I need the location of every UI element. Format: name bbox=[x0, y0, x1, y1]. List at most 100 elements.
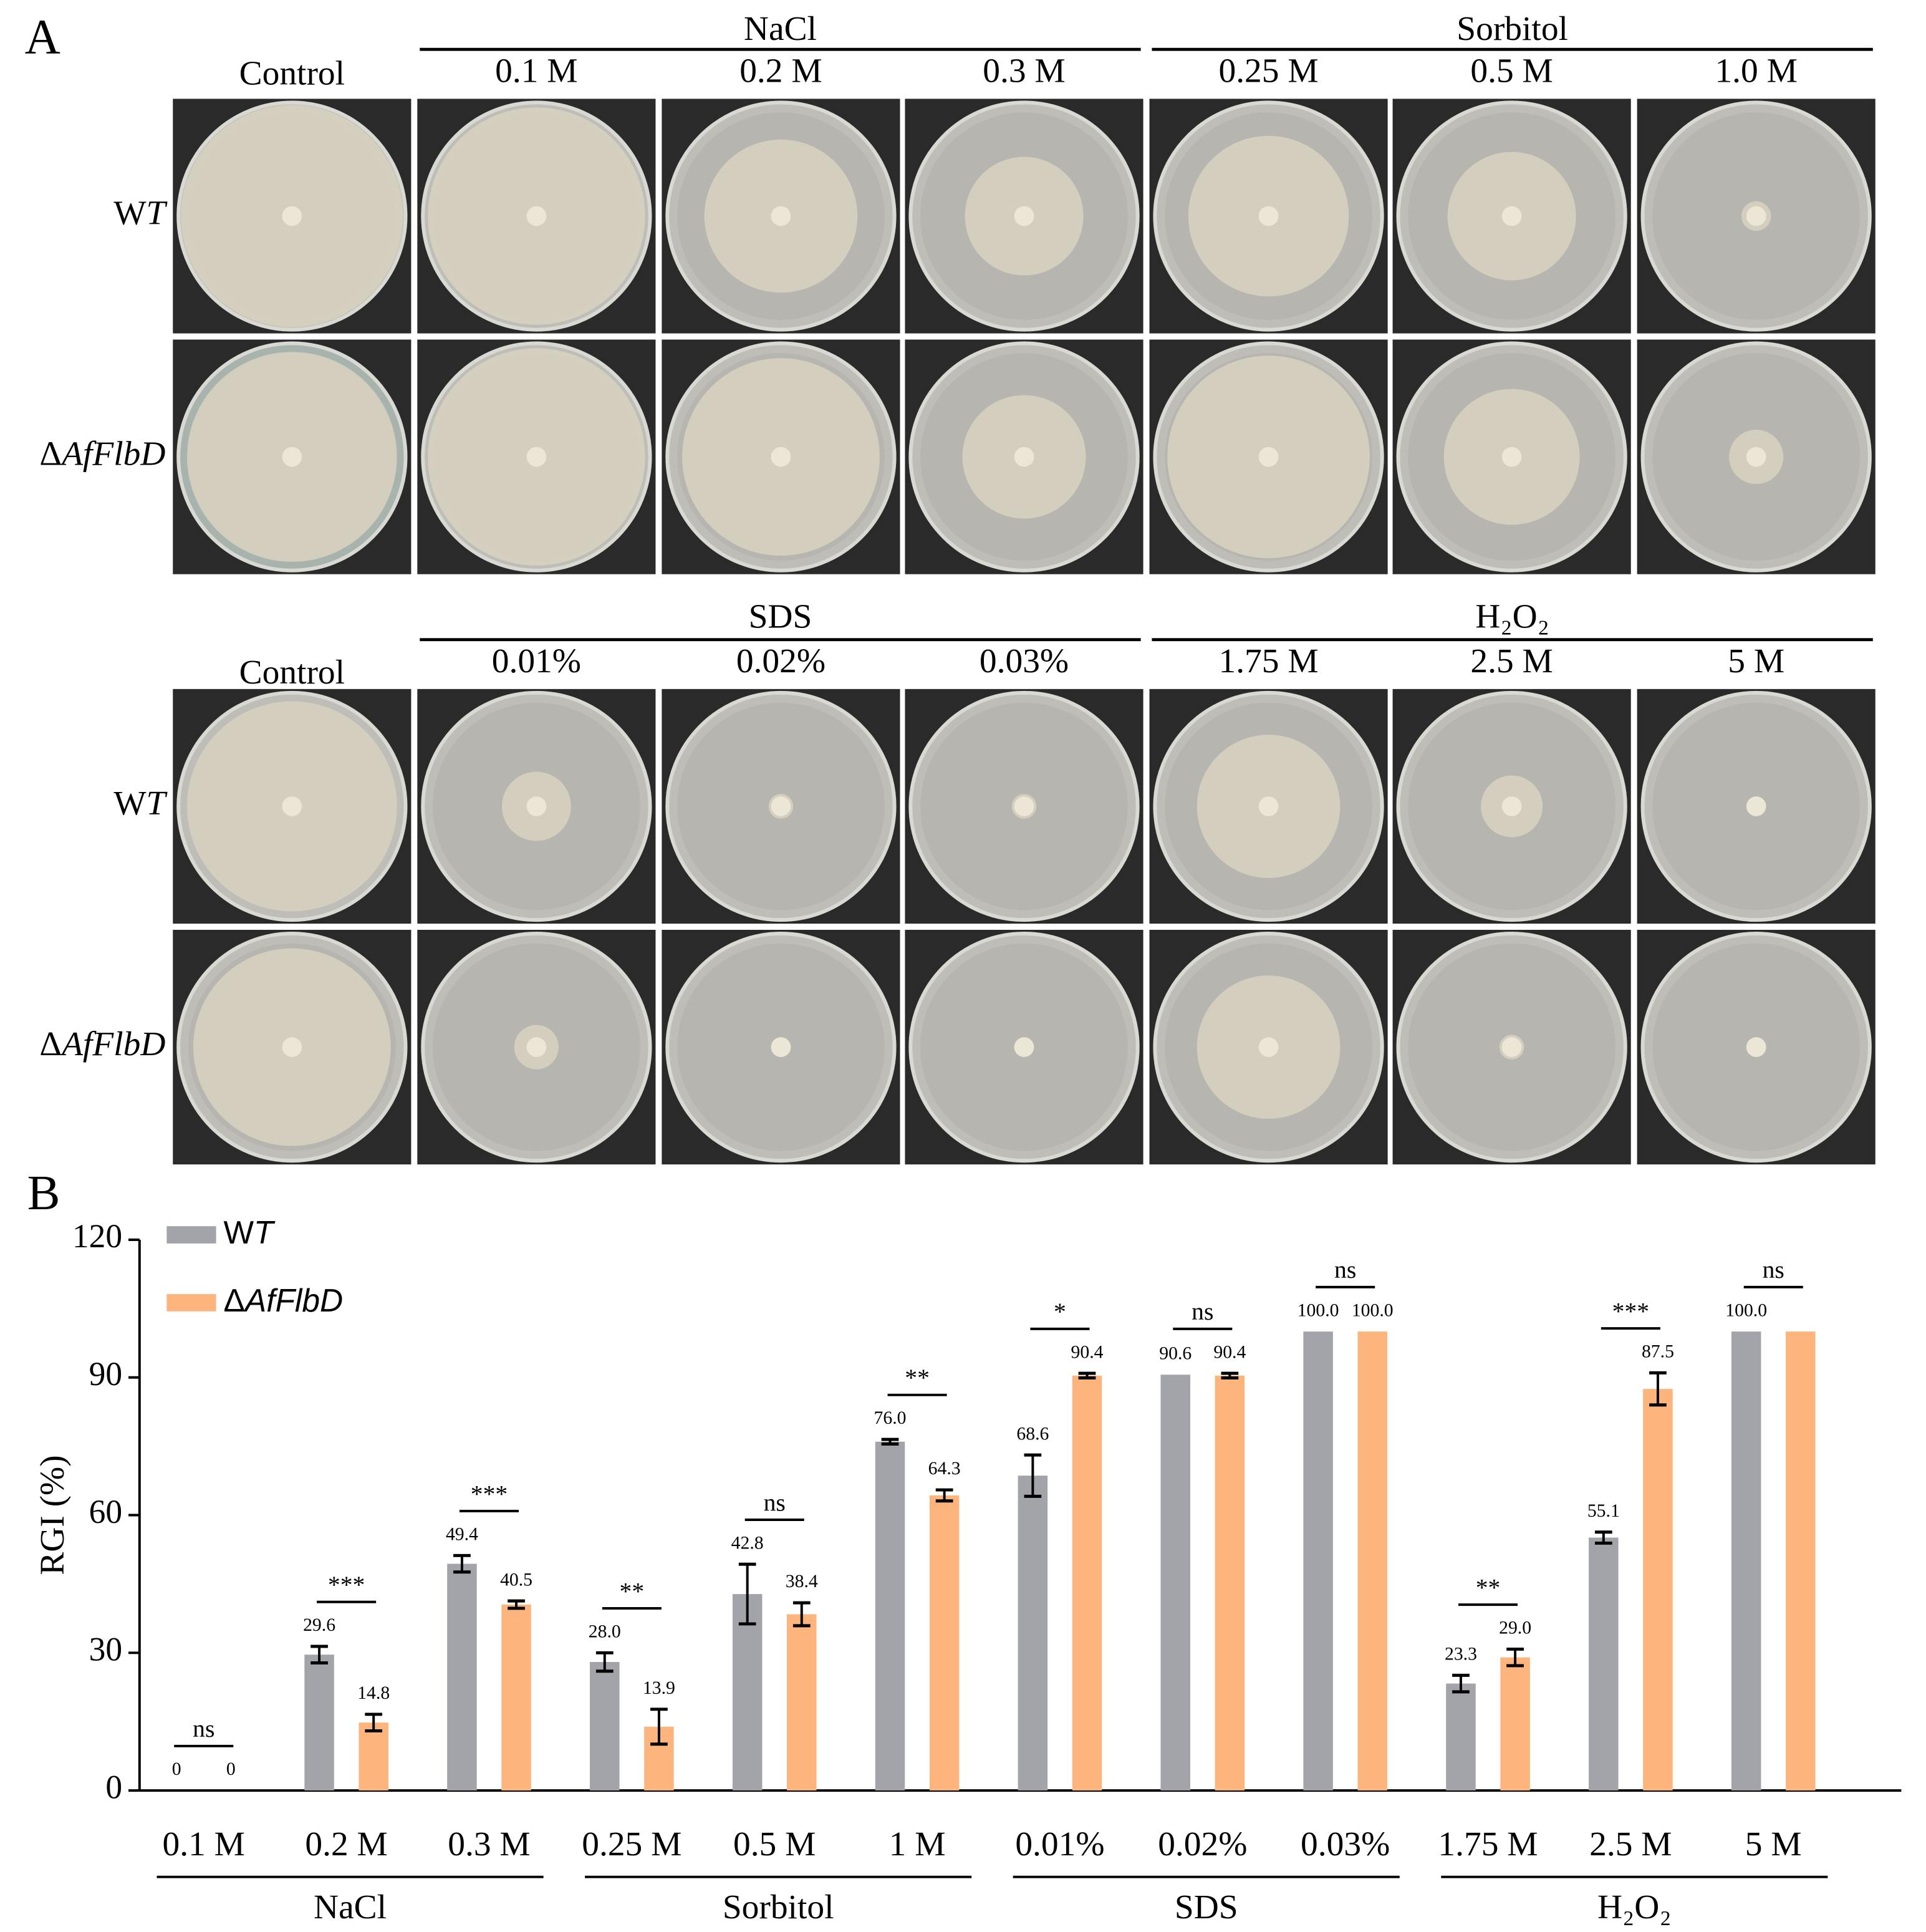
bar bbox=[1731, 1331, 1761, 1791]
bar bbox=[501, 1605, 531, 1791]
colony-center bbox=[1746, 206, 1766, 226]
column-header: 2.5 M bbox=[1470, 642, 1553, 680]
colony-center bbox=[1746, 796, 1766, 816]
column-header: 0.03% bbox=[980, 642, 1069, 680]
colony-center bbox=[1746, 1037, 1766, 1057]
group-label: NaCl bbox=[314, 1888, 387, 1926]
value-label: 100.0 bbox=[1352, 1300, 1394, 1320]
bar bbox=[929, 1495, 960, 1791]
colony-center bbox=[1258, 206, 1279, 226]
bar bbox=[1500, 1657, 1530, 1791]
bar bbox=[304, 1654, 334, 1791]
group-label: SDS bbox=[1175, 1888, 1238, 1926]
value-label: 90.4 bbox=[1071, 1342, 1104, 1362]
error-bar bbox=[1078, 1371, 1096, 1379]
x-tick-label: 0.2 M bbox=[305, 1825, 387, 1863]
legend-label: WT bbox=[223, 1214, 276, 1250]
column-header: 0.3 M bbox=[983, 52, 1065, 90]
value-label: 29.6 bbox=[303, 1615, 335, 1635]
y-axis-label: RGI (%) bbox=[33, 1455, 71, 1575]
symbol: W bbox=[113, 193, 147, 231]
error-bar bbox=[365, 1712, 383, 1732]
symbol: Δ bbox=[39, 1025, 62, 1063]
colony-center bbox=[771, 447, 791, 467]
row-label: ΔAfFlbD bbox=[39, 1025, 165, 1063]
significance-label: ns bbox=[1763, 1256, 1784, 1283]
column-header: 0.2 M bbox=[739, 52, 822, 90]
y-tick-label: 30 bbox=[89, 1631, 122, 1668]
error-bar bbox=[1594, 1530, 1612, 1545]
row-label: WT bbox=[113, 193, 168, 231]
significance-label: *** bbox=[471, 1480, 508, 1507]
bar bbox=[590, 1662, 620, 1791]
value-label: 42.8 bbox=[731, 1533, 764, 1553]
colony-center bbox=[1746, 447, 1766, 467]
significance-label: *** bbox=[328, 1571, 365, 1598]
colony-center bbox=[1258, 447, 1279, 467]
bar bbox=[1303, 1331, 1333, 1791]
colony-center bbox=[282, 1037, 302, 1057]
significance-label: ns bbox=[1192, 1298, 1213, 1325]
colony-center bbox=[771, 206, 791, 226]
x-tick-label: 0.03% bbox=[1301, 1825, 1390, 1863]
value-label: 68.6 bbox=[1016, 1424, 1049, 1444]
colony-center bbox=[526, 447, 547, 467]
significance-label: *** bbox=[1612, 1297, 1649, 1325]
column-header: 0.02% bbox=[736, 642, 826, 680]
x-tick-label: 0.25 M bbox=[582, 1825, 681, 1863]
bar bbox=[1018, 1476, 1048, 1791]
bar bbox=[447, 1563, 477, 1791]
symbol: W bbox=[113, 784, 147, 822]
panel-label: A bbox=[25, 9, 60, 64]
value-label: 49.4 bbox=[446, 1524, 478, 1544]
y-tick-label: 120 bbox=[72, 1217, 122, 1255]
colony-center bbox=[1258, 796, 1279, 816]
error-bar bbox=[792, 1601, 811, 1628]
colony-center bbox=[1014, 447, 1034, 467]
x-tick-label: 0.5 M bbox=[733, 1825, 816, 1863]
colony-center bbox=[1501, 796, 1522, 816]
bar bbox=[1786, 1331, 1816, 1791]
x-tick-label: 0.02% bbox=[1158, 1825, 1247, 1863]
colony-center bbox=[771, 1037, 791, 1057]
x-tick-label: 2.5 M bbox=[1589, 1825, 1672, 1863]
bar bbox=[875, 1441, 905, 1791]
legend-swatch bbox=[166, 1226, 216, 1244]
column-header: 0.25 M bbox=[1218, 52, 1318, 90]
gene-name: T bbox=[254, 1214, 276, 1250]
y-tick-label: 60 bbox=[89, 1493, 122, 1530]
bar bbox=[1357, 1331, 1387, 1791]
legend-swatch bbox=[166, 1294, 216, 1311]
colony-center bbox=[1501, 206, 1522, 226]
bar bbox=[1215, 1375, 1245, 1791]
error-bar bbox=[311, 1645, 328, 1664]
column-header: Control bbox=[239, 54, 345, 92]
error-bar bbox=[508, 1599, 525, 1610]
error-bar bbox=[935, 1488, 953, 1503]
colony-center bbox=[1501, 447, 1522, 467]
symbol: Δ bbox=[223, 1282, 244, 1318]
value-label: 87.5 bbox=[1642, 1342, 1674, 1362]
significance-label: ns bbox=[764, 1489, 786, 1516]
y-tick-label: 90 bbox=[89, 1355, 122, 1393]
colony-center bbox=[1014, 796, 1034, 816]
row-label: WT bbox=[113, 784, 168, 822]
value-label: 13.9 bbox=[643, 1678, 675, 1698]
x-tick-label: 0.01% bbox=[1015, 1825, 1104, 1863]
bar bbox=[787, 1614, 817, 1791]
error-bar bbox=[1221, 1371, 1239, 1379]
value-label: 90.6 bbox=[1159, 1343, 1192, 1363]
colony-center bbox=[1501, 1037, 1522, 1057]
colony-center bbox=[1014, 206, 1034, 226]
x-tick-label: 5 M bbox=[1745, 1825, 1802, 1863]
colony-center bbox=[771, 796, 791, 816]
column-header: Control bbox=[239, 653, 345, 691]
column-header: 1.0 M bbox=[1715, 52, 1797, 90]
error-bar bbox=[1506, 1647, 1524, 1668]
value-label: 64.3 bbox=[928, 1459, 961, 1479]
error-bar bbox=[738, 1562, 756, 1626]
gene-name: T bbox=[147, 193, 168, 231]
group-label: Sorbitol bbox=[723, 1888, 834, 1926]
colony-center bbox=[526, 1037, 547, 1057]
colony-center bbox=[282, 206, 302, 226]
